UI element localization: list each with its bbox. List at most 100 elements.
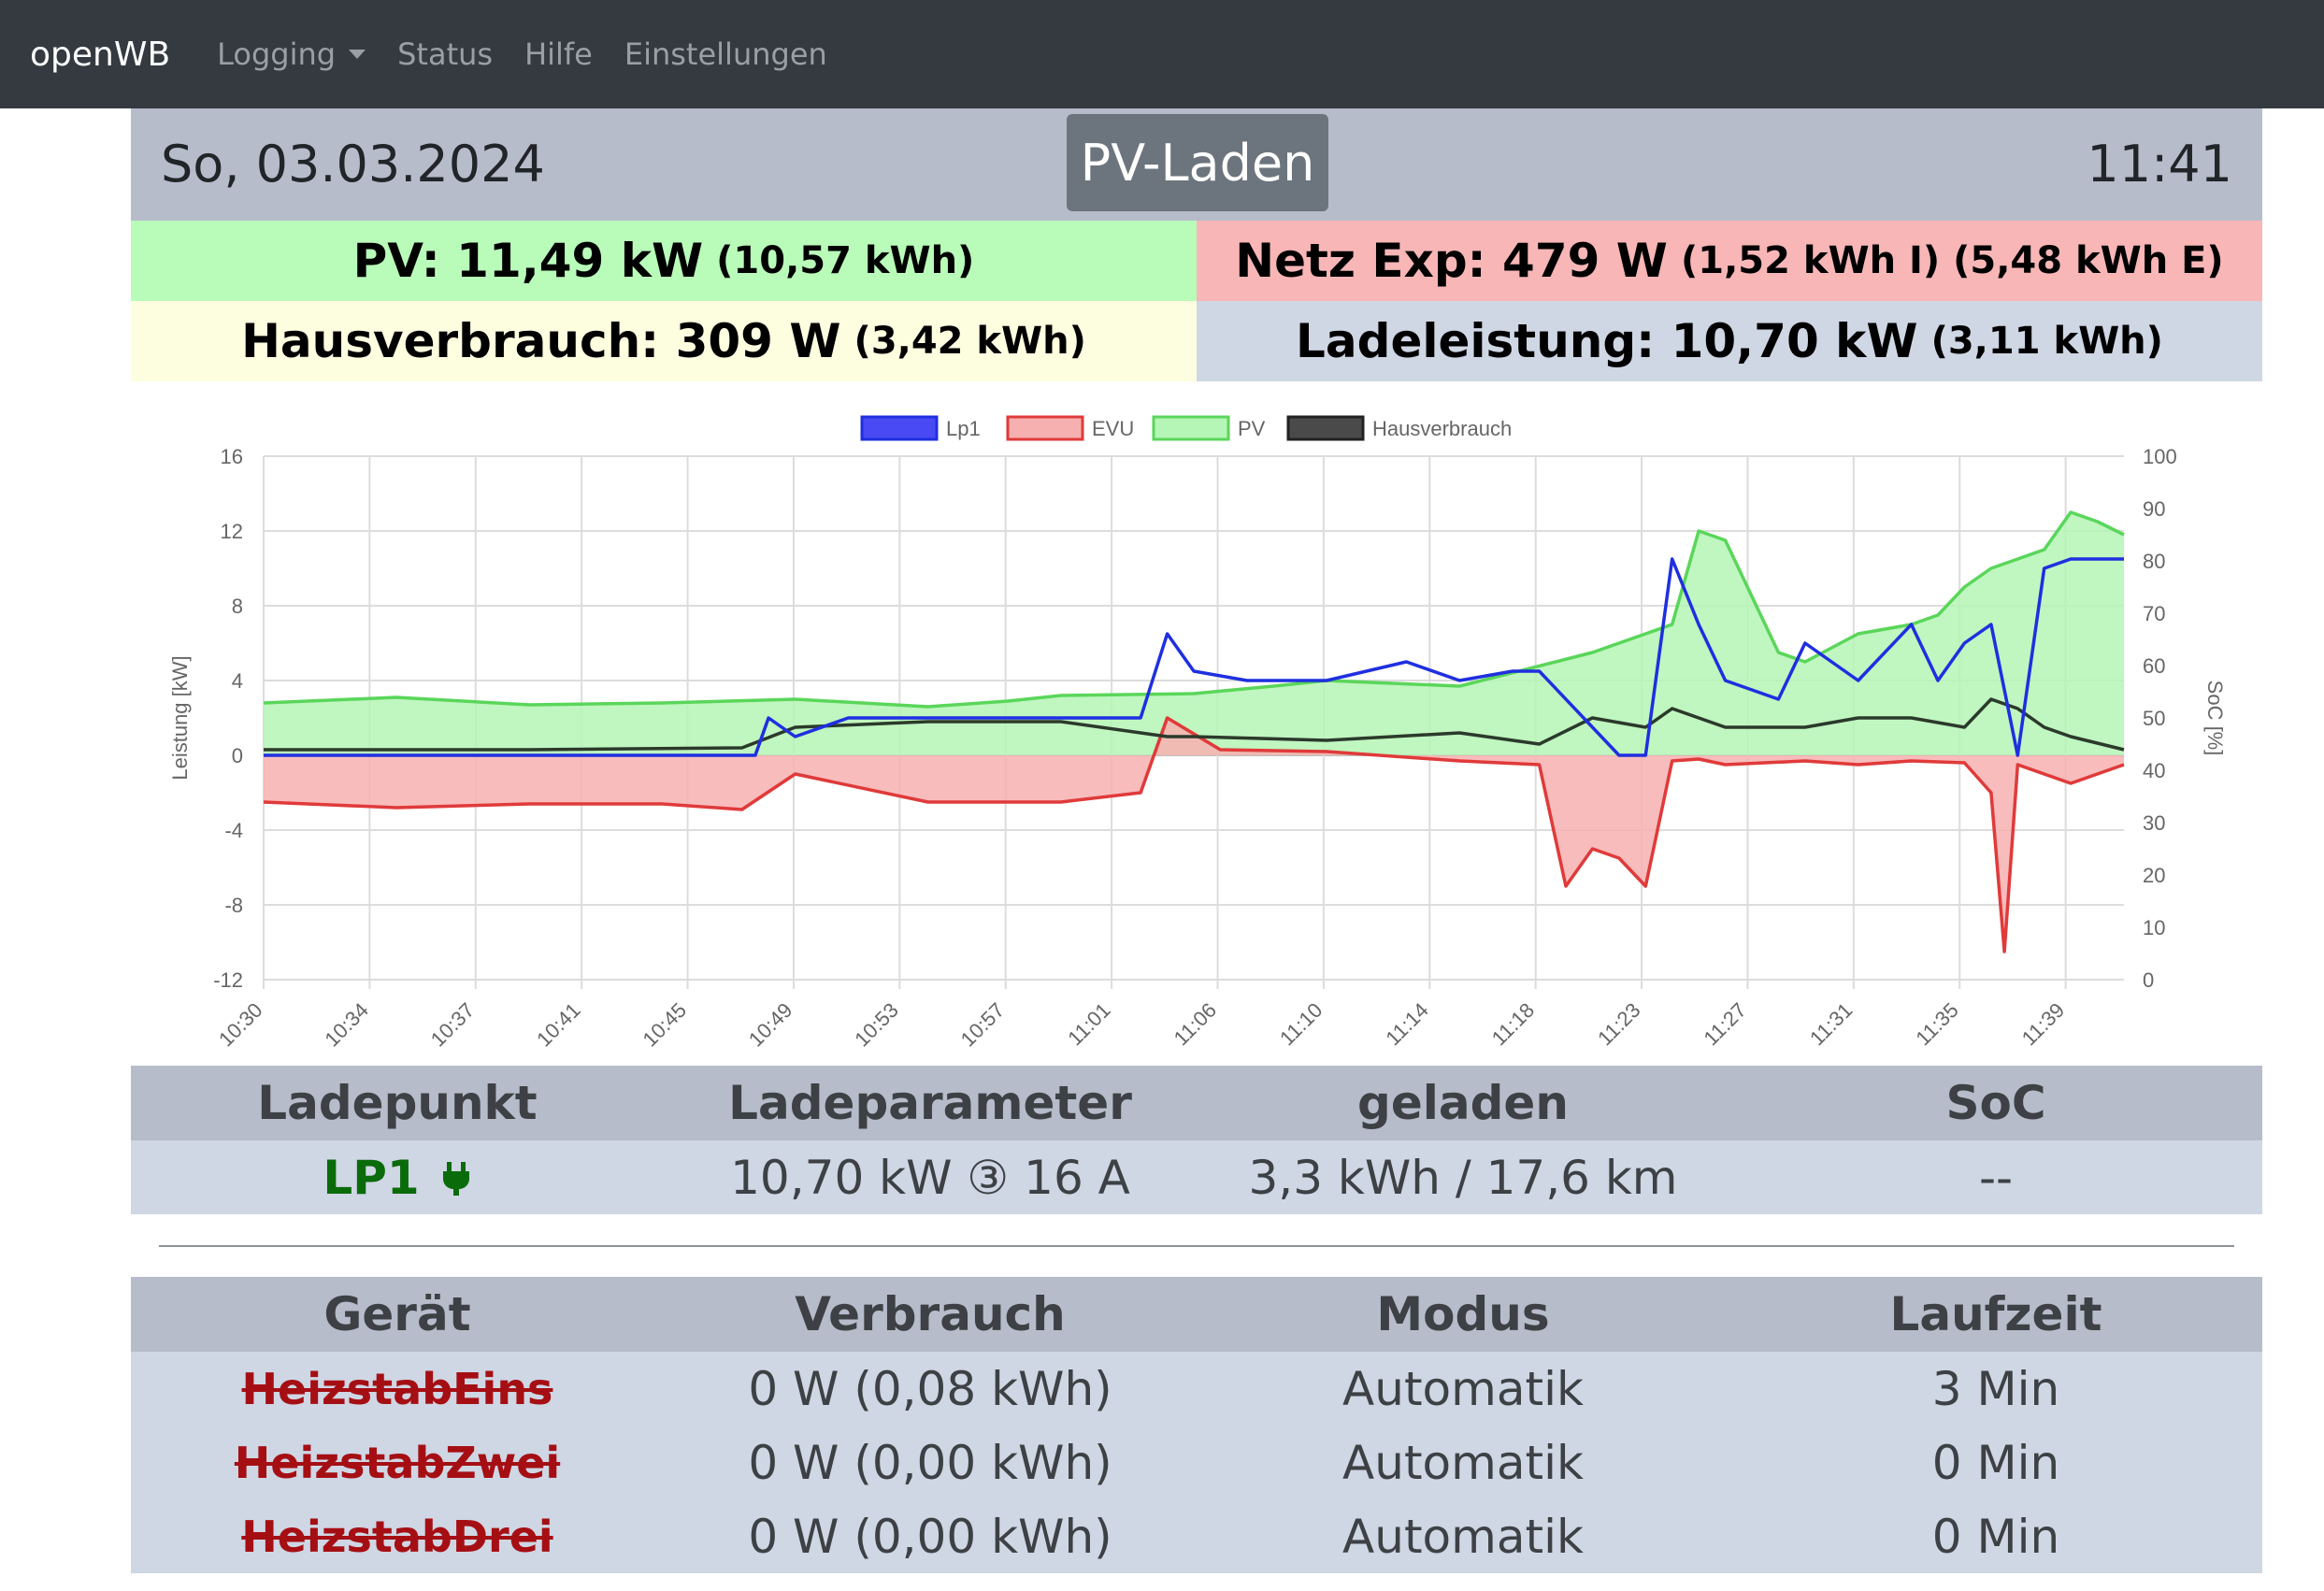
device-name[interactable]: HeizstabZwei [234,1437,561,1488]
power-tiles: PV: 11,49 kW (10,57 kWh) Netz Exp: 479 W… [131,221,2262,381]
ladepunkt-name-cell[interactable]: LP1 [131,1151,664,1205]
legend-label: Lp1 [946,417,981,440]
geladen-value: 3,3 kWh / 17,6 km [1248,1150,1678,1205]
x-tick-label: 10:45 [638,998,691,1052]
header-modus: Modus [1376,1287,1550,1341]
hausverbrauch-tile: Hausverbrauch: 309 W (3,42 kWh) [131,301,1197,381]
brand-link[interactable]: openWB [30,35,171,74]
x-tick-label: 10:57 [956,998,1010,1052]
y2-tick-label: 0 [2143,968,2154,992]
device-verbrauch: 0 W (0,08 kWh) [748,1361,1112,1416]
geraete-table: Gerät Verbrauch Modus Laufzeit HeizstabE… [131,1277,2262,1573]
legend-swatch [1152,415,1230,441]
x-tick-label: 11:01 [1063,998,1114,1050]
pv-energy: (10,57 kWh) [716,239,975,282]
y2-tick-label: 50 [2143,707,2165,730]
pv-power: PV: 11,49 kW [352,234,704,288]
series-area-evu [264,718,2124,952]
device-name[interactable]: HeizstabEins [241,1363,553,1414]
caret-down-icon [349,50,366,59]
device-verbrauch: 0 W (0,00 kWh) [748,1509,1112,1564]
series-line-pv [263,510,2125,709]
table-row[interactable]: HeizstabDrei 0 W (0,00 kWh) Automatik 0 … [131,1499,2262,1573]
charge-mode-button[interactable]: PV-Laden [1067,114,1328,211]
x-tick-label: 11:06 [1169,998,1221,1050]
navbar: openWB Logging Status Hilfe Einstellunge… [0,0,2324,108]
ladepunkt-table-header: Ladepunkt Ladeparameter geladen SoC [131,1066,2262,1140]
x-tick-label: 10:34 [320,998,373,1052]
table-row[interactable]: HeizstabZwei 0 W (0,00 kWh) Automatik 0 … [131,1426,2262,1499]
y2-tick-label: 70 [2143,602,2165,625]
device-modus[interactable]: Automatik [1342,1509,1584,1564]
x-tick-label: 10:30 [214,998,267,1052]
series-line-evu [263,716,2125,953]
y-tick-label: 4 [232,669,243,693]
y-tick-label: -8 [224,894,243,917]
nav-logging-label: Logging [217,36,337,72]
soc-value: -- [1978,1150,2014,1205]
device-name[interactable]: HeizstabDrei [241,1511,553,1562]
header-verbrauch: Verbrauch [795,1287,1066,1341]
geraete-table-header: Gerät Verbrauch Modus Laufzeit [131,1277,2262,1352]
header-geladen: geladen [1357,1076,1569,1130]
divider [159,1245,2234,1247]
x-tick-label: 11:39 [2017,998,2069,1050]
x-tick-label: 11:14 [1381,998,1432,1050]
x-tick-label: 11:10 [1275,998,1327,1050]
header-geraet: Gerät [323,1287,471,1341]
pv-tile: PV: 11,49 kW (10,57 kWh) [131,221,1197,301]
legend-swatch [1006,415,1084,441]
main-container: So, 03.03.2024 PV-Laden 11:41 PV: 11,49 … [131,108,2262,381]
device-modus[interactable]: Automatik [1342,1435,1584,1490]
x-tick-label: 10:53 [850,998,903,1052]
time-display: 11:41 [2087,135,2232,194]
ladeparameter-value: 10,70 kW ③ 16 A [730,1150,1130,1205]
table-row[interactable]: HeizstabEins 0 W (0,08 kWh) Automatik 3 … [131,1352,2262,1426]
y-tick-label: -12 [213,968,243,992]
ladepunkt-table: Ladepunkt Ladeparameter geladen SoC LP1 … [131,1066,2262,1214]
date-display: So, 03.03.2024 [161,135,545,194]
y-tick-label: 8 [232,595,243,618]
x-tick-label: 10:49 [744,998,797,1052]
x-tick-label: 11:31 [1805,998,1857,1050]
y2-tick-label: 60 [2143,654,2165,678]
y2-tick-label: 100 [2143,445,2177,468]
netz-power: Netz Exp: 479 W [1235,234,1668,288]
series-line-lp1 [264,557,2124,757]
nav-logging-dropdown[interactable]: Logging [217,36,366,72]
x-tick-label: 11:18 [1487,998,1539,1050]
y-tick-label: 12 [221,520,243,543]
legend-swatch [1286,415,1365,441]
ladeleistung-power: Ladeleistung: 10,70 kW [1296,314,1918,368]
table-row[interactable]: LP1 10,70 kW ③ 16 A 3,3 kWh / 17,6 km -- [131,1140,2262,1214]
y-axis-title: Leistung [kW] [168,655,192,780]
ladeleistung-energy: (3,11 kWh) [1930,320,2163,363]
header-laufzeit: Laufzeit [1889,1287,2102,1341]
y2-axis-title: SoC [%] [2203,681,2227,756]
plug-icon [442,1161,469,1196]
y2-tick-label: 40 [2143,759,2165,782]
netz-energy: (1,52 kWh I) (5,48 kWh E) [1680,239,2224,282]
header-ladeparameter: Ladeparameter [728,1076,1132,1130]
series-area-pv [264,512,2124,755]
nav-status[interactable]: Status [397,36,494,72]
device-laufzeit: 3 Min [1931,1361,2060,1416]
nav-hilfe[interactable]: Hilfe [524,36,593,72]
y2-tick-label: 80 [2143,550,2165,573]
x-tick-label: 10:37 [426,998,480,1052]
nav-einstellungen[interactable]: Einstellungen [624,36,827,72]
x-tick-label: 11:27 [1700,998,1751,1050]
series-line-hausverbrauch [264,697,2125,752]
y2-tick-label: 20 [2143,864,2165,887]
y-tick-label: 0 [232,744,243,767]
device-laufzeit: 0 Min [1931,1509,2060,1564]
legend-label: PV [1238,417,1266,440]
device-modus[interactable]: Automatik [1342,1361,1584,1416]
netz-tile: Netz Exp: 479 W (1,52 kWh I) (5,48 kWh E… [1197,221,2262,301]
hausverbrauch-energy: (3,42 kWh) [854,320,1086,363]
header-ladepunkt: Ladepunkt [257,1076,538,1130]
y-tick-label: 16 [221,445,243,468]
x-tick-label: 11:23 [1593,998,1644,1050]
device-verbrauch: 0 W (0,00 kWh) [748,1435,1112,1490]
